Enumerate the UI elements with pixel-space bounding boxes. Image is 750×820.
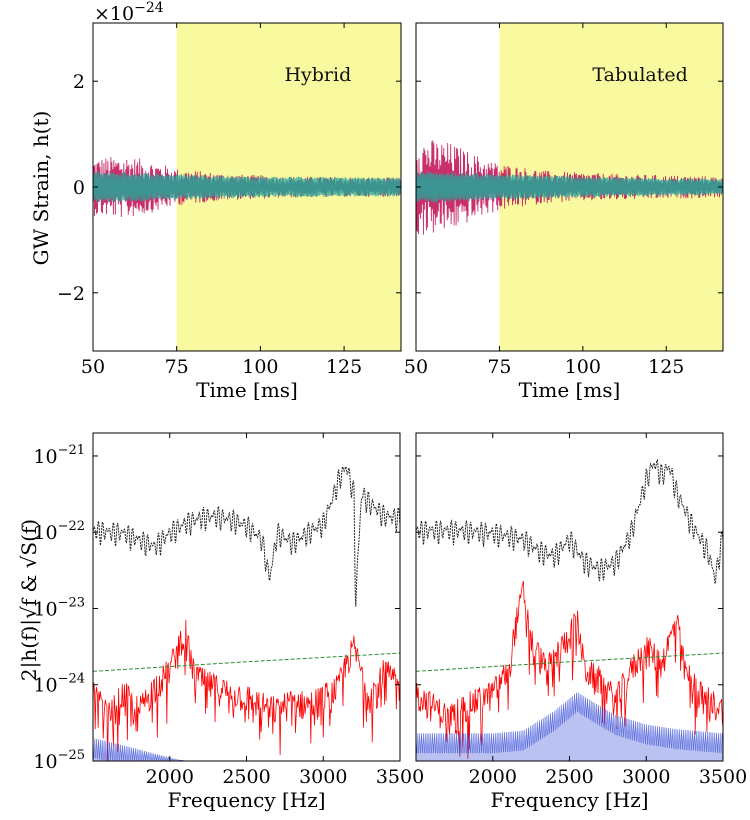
scale-factor-exp: −24 <box>134 0 164 16</box>
y-tick-exp: −24 <box>58 672 85 687</box>
y-tick-label: 0 <box>73 177 85 199</box>
panel-annotation: Hybrid <box>284 64 351 86</box>
y-tick-label: 10−24 <box>33 672 85 697</box>
y-tick-label: 2 <box>73 71 85 93</box>
strain-series-1 <box>416 171 723 203</box>
x-tick-label: 75 <box>165 356 189 378</box>
noise-solid-series <box>93 619 400 761</box>
x-tick-label: 3500 <box>699 766 747 788</box>
panel-top-right-tabulated: Tabulated 50 75 100 125 Time [ms] <box>404 22 724 402</box>
plot-area <box>416 23 723 351</box>
x-axis-label: Frequency [Hz] <box>167 788 325 812</box>
sensitivity-dashed-series <box>93 652 400 672</box>
bottom-ylabel: 2|h(f)|√f & √S(f) <box>17 519 42 681</box>
x-tick-label: 100 <box>565 356 601 378</box>
y-tick-label: 10−22 <box>33 519 85 544</box>
noise-solid-series <box>416 580 723 759</box>
y-tick-base: 10 <box>33 751 57 773</box>
panel-top-left-hybrid: Hybrid 50 75 100 125 Time [ms] −2 0 2 <box>57 22 402 402</box>
y-tick-base: 10 <box>33 446 57 468</box>
x-axis-label: Time [ms] <box>519 378 621 402</box>
y-tick-exp: −21 <box>58 443 85 458</box>
y-tick-exp: −22 <box>58 519 85 534</box>
y-tick-base: 10 <box>33 598 57 620</box>
y-tick-label: 10−21 <box>33 443 85 468</box>
x-tick-label: 2000 <box>469 766 517 788</box>
top-ylabel: GW Strain, h(t) <box>29 111 53 266</box>
x-tick-label: 125 <box>648 356 684 378</box>
signal-dotted-series <box>93 465 400 607</box>
scale-factor: ×10−24 <box>94 0 164 25</box>
y-tick-label: 10−25 <box>33 748 85 773</box>
plot-area <box>416 458 723 761</box>
y-tick-label: 10−23 <box>33 595 85 620</box>
noise-fill-series <box>416 692 723 761</box>
y-tick-exp: −23 <box>58 595 85 610</box>
x-tick-label: 3000 <box>622 766 670 788</box>
x-tick-label: 50 <box>404 356 428 378</box>
y-tick-label: −2 <box>57 283 85 305</box>
plot-area <box>93 465 400 761</box>
x-tick-label: 50 <box>81 356 105 378</box>
signal-dotted-series <box>416 458 723 584</box>
x-tick-label: 2500 <box>545 766 593 788</box>
noise-fill-series <box>93 738 186 761</box>
plot-area <box>93 23 401 351</box>
y-tick-base: 10 <box>33 675 57 697</box>
x-tick-label: 3000 <box>299 766 347 788</box>
panel-bottom-right-spectrum: 2000 2500 3000 3500 Frequency [Hz] <box>415 432 747 812</box>
x-tick-label: 2500 <box>222 766 270 788</box>
x-tick-label: 125 <box>326 356 362 378</box>
y-tick-exp: −25 <box>58 748 85 763</box>
x-tick-label: 2000 <box>146 766 194 788</box>
x-axis-label: Time [ms] <box>196 378 298 402</box>
sensitivity-dashed-series <box>416 652 723 672</box>
y-tick-base: 10 <box>33 522 57 544</box>
scale-factor-base: ×10 <box>94 3 134 25</box>
panel-annotation: Tabulated <box>592 64 687 86</box>
x-tick-label: 100 <box>242 356 278 378</box>
x-tick-label: 75 <box>487 356 511 378</box>
strain-series-1 <box>93 171 401 203</box>
x-tick-label: 3500 <box>376 766 424 788</box>
x-axis-label: Frequency [Hz] <box>490 788 648 812</box>
